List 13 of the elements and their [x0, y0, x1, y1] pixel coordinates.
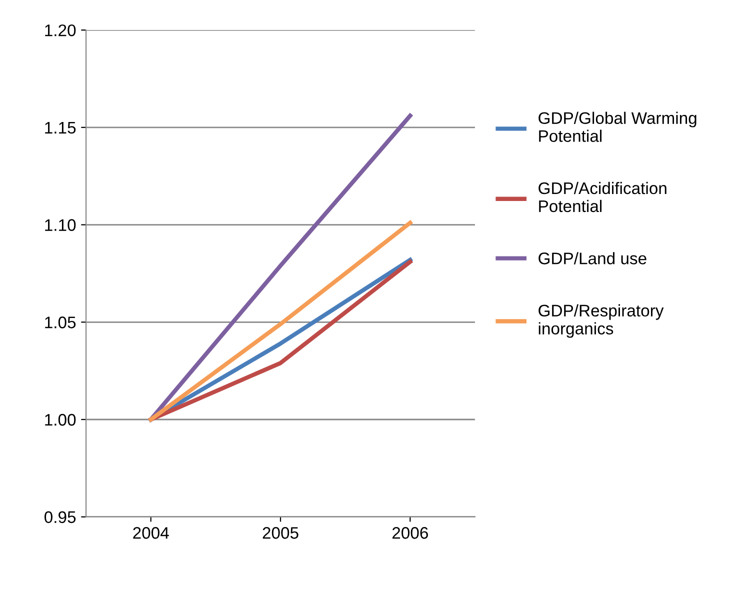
y-tick-label: 1.10: [45, 219, 76, 231]
x-tick-label: 2006: [392, 527, 428, 539]
legend-label: GDP/Respiratory inorganics: [538, 304, 664, 338]
legend-label: GDP/Global Warming Potential: [538, 112, 696, 142]
y-tick-label: 1.20: [45, 24, 76, 36]
y-tick-label: 1.00: [45, 414, 76, 426]
y-tick-label: 1.15: [45, 122, 76, 134]
x-tick-label: 2004: [133, 527, 169, 539]
legend-label: GDP/Land use: [538, 252, 646, 264]
x-tick-label: 2005: [262, 527, 298, 539]
y-tick-label: 1.05: [45, 316, 76, 328]
y-tick-label: 0.95: [44, 511, 76, 524]
legend-label: GDP/Acidification Potential: [538, 182, 666, 212]
